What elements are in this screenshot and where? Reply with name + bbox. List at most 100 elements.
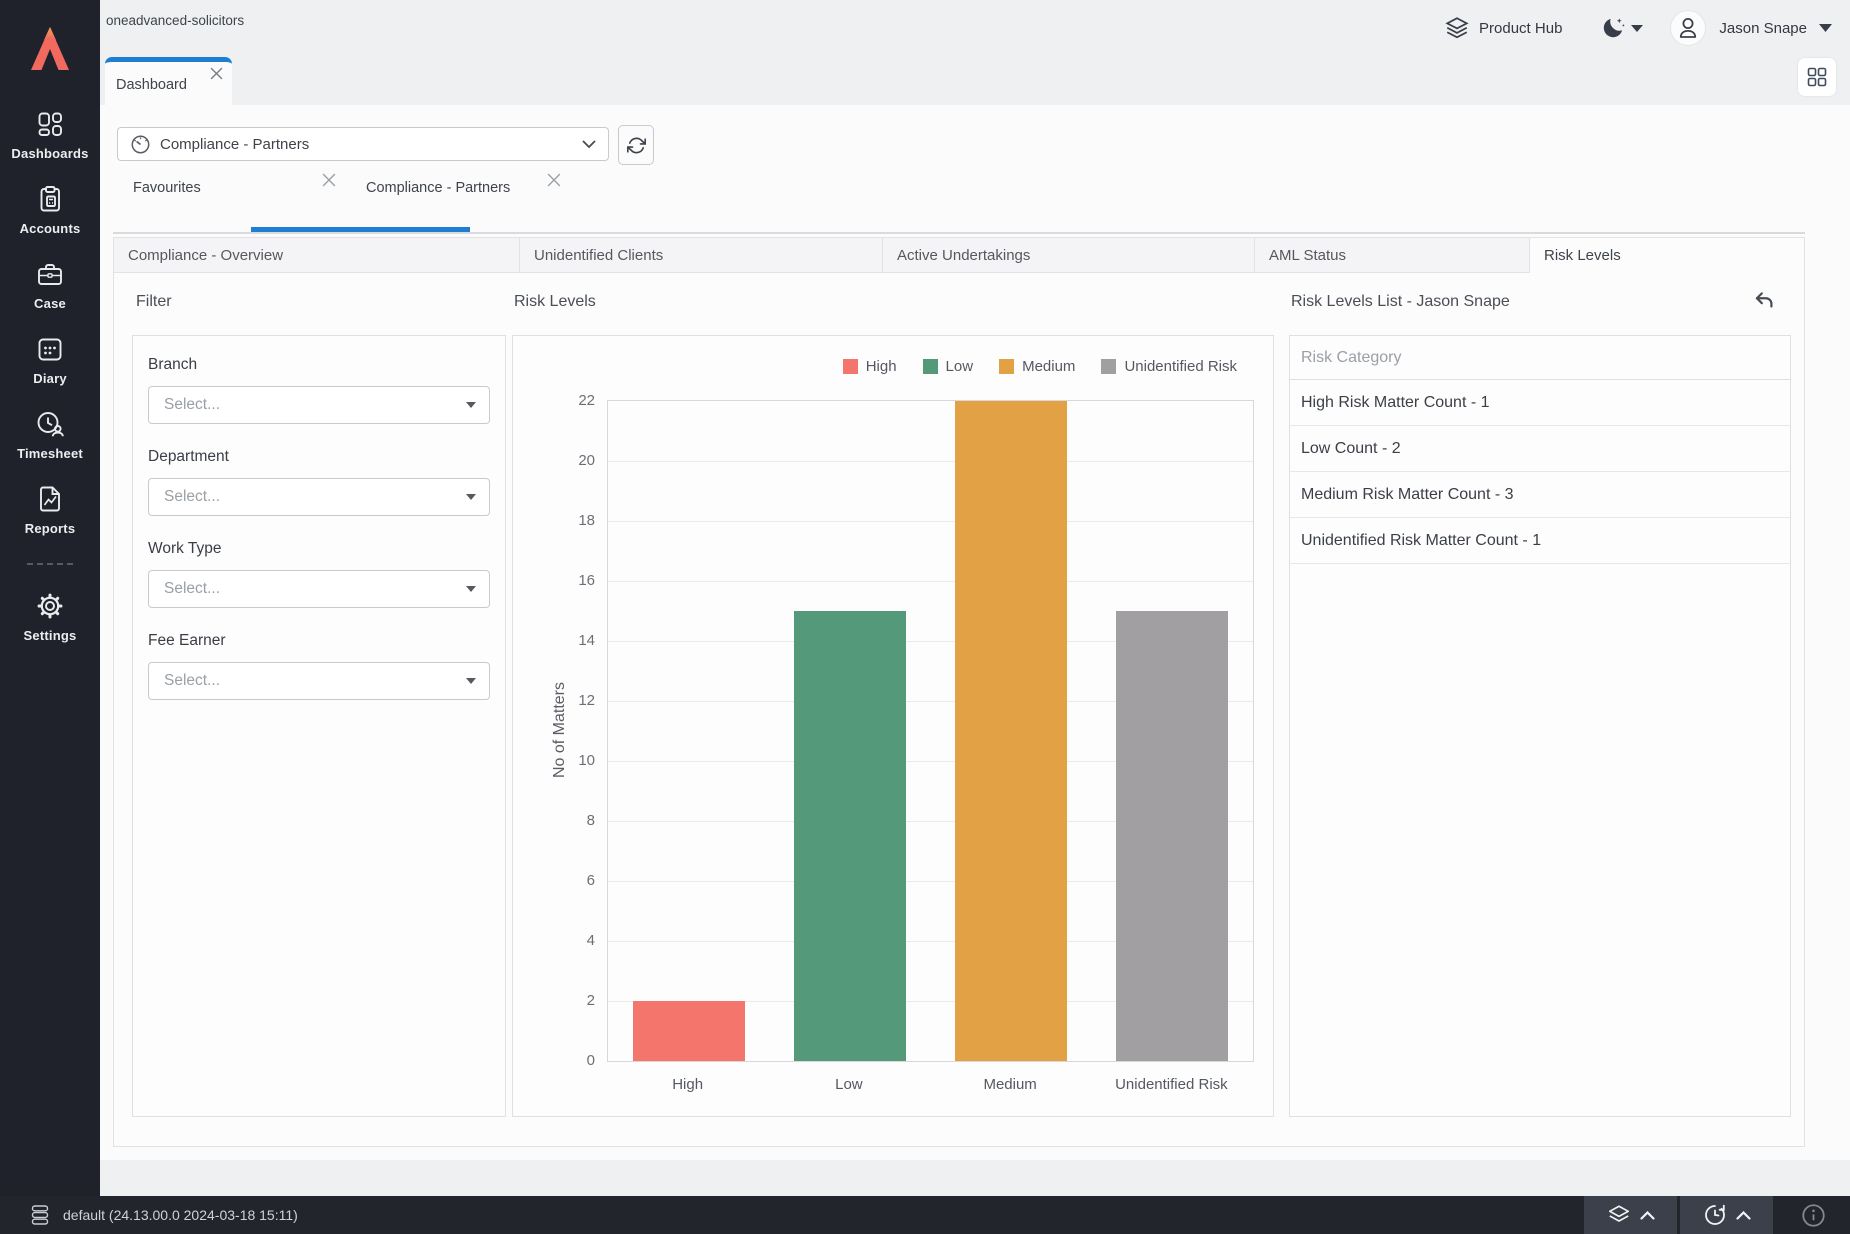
chart-bar-low[interactable] — [794, 611, 906, 1061]
tab-dashboard-label: Dashboard — [116, 77, 187, 93]
sidebar-item-label: Dashboards — [11, 146, 88, 161]
user-menu[interactable]: Jason Snape — [1719, 20, 1832, 37]
chart-bar-unidentified-risk[interactable] — [1116, 611, 1228, 1061]
settings-icon — [35, 591, 65, 621]
sidebar-item-settings[interactable]: Settings — [24, 591, 77, 643]
chart-x-tick-label: Medium — [983, 1076, 1036, 1093]
chevron-down-icon — [582, 140, 596, 149]
application-window: Dashboards Accounts Case — [0, 0, 1850, 1234]
chevron-down-icon — [466, 678, 476, 684]
info-icon — [1801, 1203, 1826, 1228]
chart-y-tick: 6 — [587, 872, 595, 889]
chevron-up-icon — [1640, 1211, 1655, 1220]
subtab-favourites[interactable]: Favourites — [133, 180, 201, 196]
info-button[interactable] — [1776, 1203, 1850, 1228]
legend-label: Low — [946, 358, 974, 375]
chart-bar-high[interactable] — [633, 1001, 745, 1061]
tab-compliance-overview[interactable]: Compliance - Overview — [114, 238, 520, 273]
department-select-input[interactable] — [162, 487, 466, 507]
list-item[interactable]: High Risk Matter Count - 1 — [1290, 380, 1790, 426]
case-icon — [35, 259, 65, 289]
sidebar-item-reports[interactable]: Reports — [25, 484, 76, 536]
fee-earner-label: Fee Earner — [148, 632, 490, 650]
chart-y-tick: 0 — [587, 1052, 595, 1069]
sidebar-item-label: Timesheet — [17, 446, 83, 461]
oneadvanced-logo-icon[interactable] — [27, 20, 73, 81]
work-type-select[interactable] — [148, 570, 490, 608]
chart-y-tick: 18 — [578, 512, 595, 529]
sidebar-item-label: Reports — [25, 521, 76, 536]
sidebar-item-timesheet[interactable]: Timesheet — [17, 409, 83, 461]
risk-list-card: Risk Category High Risk Matter Count - 1… — [1289, 335, 1791, 1117]
chart-plot — [607, 400, 1254, 1062]
close-icon[interactable] — [322, 173, 336, 187]
chevron-down-icon — [1819, 24, 1832, 32]
sidebar-item-accounts[interactable]: Accounts — [20, 184, 81, 236]
branch-select-input[interactable] — [162, 395, 466, 415]
legend-label: Medium — [1022, 358, 1075, 375]
dashboard-content: Compliance - Partners Favourites Complia… — [100, 105, 1850, 1160]
chart-x-tick-label: High — [672, 1076, 703, 1093]
branch-label: Branch — [148, 356, 490, 374]
risk-category-column-header: Risk Category — [1290, 336, 1790, 380]
work-type-select-input[interactable] — [162, 579, 466, 599]
legend-item-high[interactable]: High — [843, 358, 897, 375]
chart-bar-medium[interactable] — [955, 401, 1067, 1061]
undo-icon[interactable] — [1752, 289, 1776, 313]
list-item[interactable]: Unidentified Risk Matter Count - 1 — [1290, 518, 1790, 564]
risk-levels-tab-body: Filter Risk Levels Risk Levels List - Ja… — [114, 273, 1804, 1146]
tab-active-undertakings[interactable]: Active Undertakings — [883, 238, 1255, 273]
sidebar-item-diary[interactable]: Diary — [33, 334, 67, 386]
chart-gridline — [608, 461, 1253, 462]
tab-unidentified-clients[interactable]: Unidentified Clients — [520, 238, 883, 273]
list-item[interactable]: Medium Risk Matter Count - 3 — [1290, 472, 1790, 518]
chevron-down-icon — [466, 402, 476, 408]
list-item[interactable]: Low Count - 2 — [1290, 426, 1790, 472]
close-icon[interactable] — [547, 173, 561, 187]
legend-item-low[interactable]: Low — [923, 358, 974, 375]
status-bar: default (24.13.00.0 2024-03-18 15:11) — [0, 1196, 1850, 1234]
refresh-dashboard-button[interactable] — [618, 125, 654, 165]
branch-select[interactable] — [148, 386, 490, 424]
history-panel-button[interactable] — [1680, 1196, 1773, 1234]
fee-earner-select[interactable] — [148, 662, 490, 700]
sidebar: Dashboards Accounts Case — [0, 0, 100, 1234]
fee-earner-select-input[interactable] — [162, 671, 466, 691]
theme-toggle[interactable] — [1600, 15, 1643, 41]
dashboard-select[interactable]: Compliance - Partners — [117, 127, 609, 161]
sidebar-item-case[interactable]: Case — [34, 259, 66, 311]
environment-info: default (24.13.00.0 2024-03-18 15:11) — [0, 1204, 298, 1226]
refresh-icon — [627, 136, 646, 155]
department-label: Department — [148, 448, 490, 466]
layers-panel-button[interactable] — [1584, 1196, 1677, 1234]
close-icon[interactable] — [210, 67, 223, 80]
legend-item-medium[interactable]: Medium — [999, 358, 1075, 375]
topbar-actions: Product Hub Jason Snape — [1444, 9, 1832, 47]
chart-section-title: Risk Levels — [514, 293, 596, 311]
sidebar-item-label: Diary — [33, 371, 67, 386]
chart-y-tick: 2 — [587, 992, 595, 1009]
chart-y-tick: 4 — [587, 932, 595, 949]
layers-icon — [1607, 1203, 1631, 1227]
risk-list-title: Risk Levels List - Jason Snape — [1291, 293, 1510, 311]
subtab-compliance-partners[interactable]: Compliance - Partners — [366, 180, 510, 196]
risk-levels-panel: Compliance - Overview Unidentified Clien… — [113, 237, 1805, 1147]
sidebar-item-dashboards[interactable]: Dashboards — [11, 109, 88, 161]
moon-icon — [1600, 15, 1626, 41]
database-icon — [30, 1204, 50, 1226]
product-hub-button[interactable]: Product Hub — [1444, 15, 1562, 41]
user-avatar-icon[interactable] — [1669, 9, 1707, 47]
chart-y-tick: 14 — [578, 632, 595, 649]
grid-icon — [1806, 66, 1828, 88]
chart-x-tick-label: Low — [835, 1076, 863, 1093]
department-select[interactable] — [148, 478, 490, 516]
legend-swatch — [999, 359, 1014, 374]
legend-item-unidentified-risk[interactable]: Unidentified Risk — [1101, 358, 1237, 375]
filter-section-title: Filter — [136, 293, 172, 311]
tab-aml-status[interactable]: AML Status — [1255, 238, 1530, 273]
tab-risk-levels[interactable]: Risk Levels — [1530, 238, 1804, 273]
tab-dashboard[interactable]: Dashboard — [105, 57, 232, 105]
chevron-down-icon — [466, 494, 476, 500]
layout-grid-button[interactable] — [1798, 58, 1836, 96]
accounts-icon — [35, 184, 65, 214]
